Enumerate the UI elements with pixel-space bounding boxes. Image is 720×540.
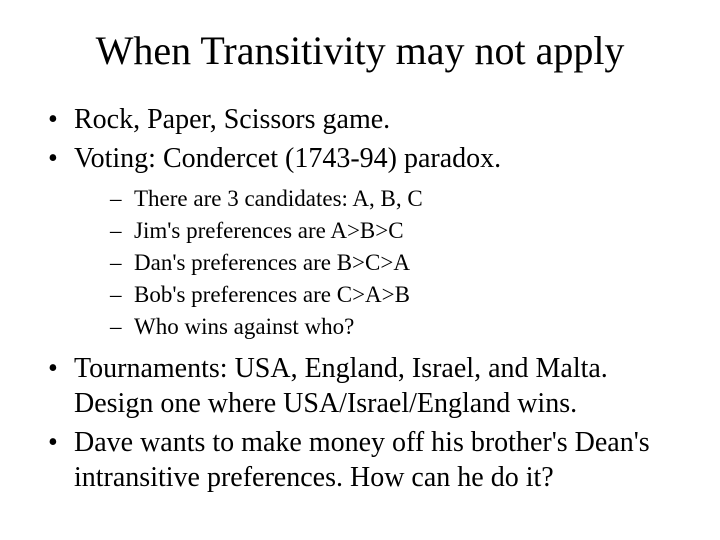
slide: When Transitivity may not apply Rock, Pa… — [0, 0, 720, 540]
bullet-text: Dave wants to make money off his brother… — [74, 427, 650, 493]
sub-bullet-list: There are 3 candidates: A, B, C Jim's pr… — [110, 184, 680, 341]
bullet-text: Tournaments: USA, England, Israel, and M… — [74, 353, 608, 419]
list-item: Rock, Paper, Scissors game. — [48, 102, 680, 137]
bullet-text: Who wins against who? — [134, 314, 354, 339]
list-item: Tournaments: USA, England, Israel, and M… — [48, 351, 680, 421]
list-item: Jim's preferences are A>B>C — [110, 216, 680, 246]
bullet-text: There are 3 candidates: A, B, C — [134, 186, 423, 211]
bullet-text: Dan's preferences are B>C>A — [134, 250, 410, 275]
list-item: Dan's preferences are B>C>A — [110, 248, 680, 278]
list-item: Who wins against who? — [110, 312, 680, 342]
slide-title: When Transitivity may not apply — [40, 28, 680, 74]
list-item: Voting: Condercet (1743-94) paradox. The… — [48, 141, 680, 341]
bullet-list: Rock, Paper, Scissors game. Voting: Cond… — [48, 102, 680, 495]
bullet-text: Voting: Condercet (1743-94) paradox. — [74, 143, 501, 174]
list-item: Dave wants to make money off his brother… — [48, 425, 680, 495]
bullet-text: Jim's preferences are A>B>C — [134, 218, 404, 243]
list-item: There are 3 candidates: A, B, C — [110, 184, 680, 214]
bullet-text: Bob's preferences are C>A>B — [134, 282, 410, 307]
bullet-text: Rock, Paper, Scissors game. — [74, 104, 390, 135]
list-item: Bob's preferences are C>A>B — [110, 280, 680, 310]
